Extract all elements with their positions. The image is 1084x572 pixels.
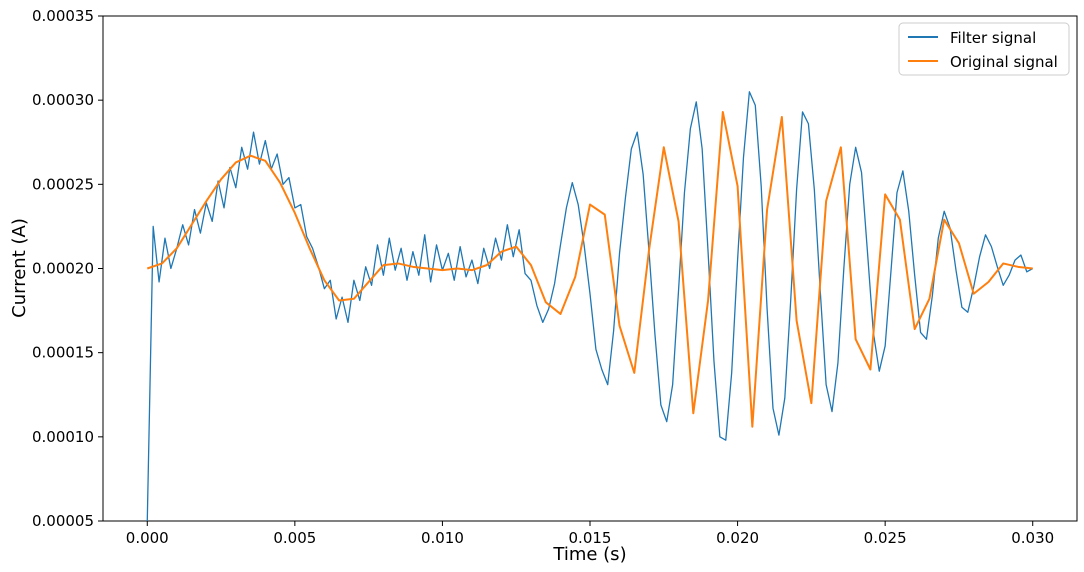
plot-area <box>102 15 1078 522</box>
y-tick-label: 0.00025 <box>32 175 94 193</box>
y-axis-label: Current (A) <box>9 218 30 318</box>
series-line-original-signal <box>146 110 1033 428</box>
series-line-filter-signal <box>146 91 1034 522</box>
legend-label-filter-signal: Filter signal <box>950 29 1036 47</box>
legend-box <box>898 22 1070 76</box>
y-tick-label: 0.00015 <box>32 344 94 362</box>
x-tick-label: 0.005 <box>273 529 316 547</box>
x-tick-label: 0.010 <box>421 529 464 547</box>
x-tick-label: 0.020 <box>716 529 759 547</box>
x-axis-ticks: 0.000 0.005 0.010 0.015 0.020 0.025 0.030 <box>126 521 1054 547</box>
legend: Filter signal Original signal <box>898 22 1070 76</box>
x-axis-label: Time (s) <box>552 544 626 565</box>
x-tick-label: 0.015 <box>569 529 612 547</box>
y-axis-ticks: 0.00005 0.00010 0.00015 0.00020 0.00025 0.000… <box>32 7 103 530</box>
y-tick-label: 0.00030 <box>32 91 94 109</box>
y-tick-label: 0.00010 <box>32 428 94 446</box>
y-tick-label: 0.00035 <box>32 7 94 25</box>
x-tick-label: 0.000 <box>126 529 169 547</box>
legend-label-original-signal: Original signal <box>950 53 1058 71</box>
x-tick-label: 0.030 <box>1011 529 1054 547</box>
x-tick-label: 0.025 <box>864 529 907 547</box>
series-layer <box>146 91 1034 522</box>
y-tick-label: 0.00020 <box>32 260 94 278</box>
y-tick-label: 0.00005 <box>32 512 94 530</box>
